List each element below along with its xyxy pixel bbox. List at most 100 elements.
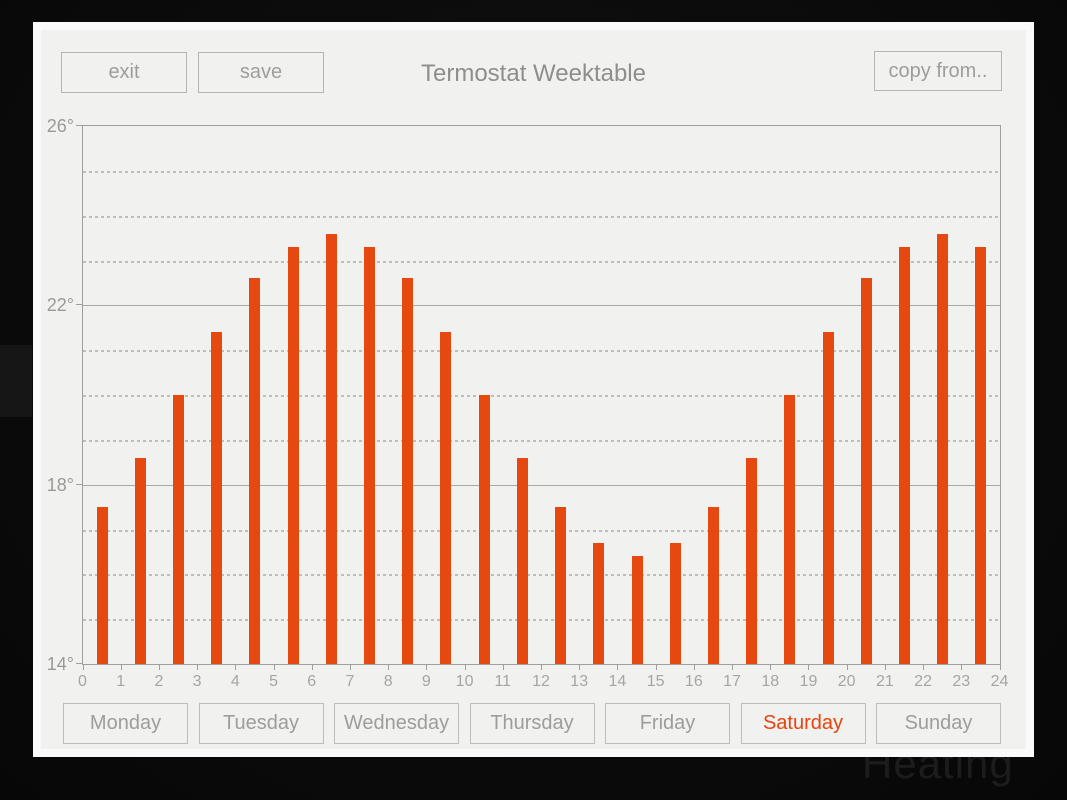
x-axis-label-5: 5: [269, 673, 278, 690]
x-axis-label-20: 20: [837, 673, 856, 690]
x-axis-label-8: 8: [383, 673, 393, 690]
x-axis-label-1: 1: [116, 673, 126, 690]
temperature-bar-hour-3[interactable]: [211, 332, 223, 664]
x-axis-tick-13: [579, 665, 581, 670]
x-axis-label-24: 24: [990, 673, 1009, 690]
x-axis-label-6: 6: [307, 673, 317, 690]
temperature-bar-hour-12[interactable]: [555, 507, 567, 664]
gridline-25deg: [83, 170, 1000, 173]
x-axis-label-17: 17: [723, 673, 741, 690]
gridline-21deg: [83, 350, 1000, 353]
temperature-bar-hour-21[interactable]: [898, 247, 910, 664]
x-axis-label-0: 0: [78, 673, 87, 690]
day-button-sunday[interactable]: Sunday: [876, 703, 1001, 744]
x-axis: 0 1 2 3 4 5 6 7 8 9 10 11 12 13 14 15 16 17 18 19 20 21 22 23 24: [78, 663, 1008, 697]
x-axis-tick-12: [541, 665, 542, 670]
gridline-19deg: [83, 439, 1000, 442]
x-axis-label-9: 9: [421, 673, 431, 690]
x-axis-tick-2: [158, 665, 160, 670]
copy-from-button[interactable]: copy from..: [874, 51, 1002, 91]
x-axis-tick-22: [923, 665, 925, 670]
x-axis-tick-16: [693, 665, 695, 670]
x-axis-tick-10: [464, 665, 466, 670]
day-row: Monday Tuesday Wednesday Thursday Friday Satu…: [63, 703, 1001, 744]
x-axis-tick-1: [120, 665, 122, 670]
temperature-bar-hour-8[interactable]: [402, 278, 414, 664]
day-button-thursday[interactable]: Thursday: [469, 703, 595, 744]
temperature-bar-hour-18[interactable]: [784, 395, 796, 664]
temperature-bar-hour-22[interactable]: [937, 233, 949, 664]
temperature-bar-hour-9[interactable]: [440, 332, 452, 664]
temperature-bar-hour-15[interactable]: [669, 542, 681, 664]
gridline-17deg: [83, 529, 1000, 532]
exit-button[interactable]: exit: [61, 52, 187, 93]
x-axis-tick-4: [235, 665, 237, 670]
temperature-bar-hour-16[interactable]: [707, 507, 719, 664]
x-axis-tick-21: [884, 665, 886, 670]
temperature-bar-hour-19[interactable]: [822, 332, 834, 664]
gridline-24deg: [83, 215, 1000, 218]
temperature-bar-hour-0[interactable]: [96, 507, 108, 664]
x-axis-tick-24: [999, 665, 1001, 670]
temperature-bar-hour-5[interactable]: [287, 247, 299, 664]
x-axis-label-4: 4: [230, 673, 240, 690]
x-axis-tick-9: [426, 665, 428, 670]
day-button-saturday[interactable]: Saturday: [740, 703, 866, 744]
x-axis-label-3: 3: [192, 673, 202, 690]
background-artifact: [0, 345, 32, 417]
temperature-bar-hour-2[interactable]: [173, 395, 185, 664]
x-axis-tick-23: [961, 665, 963, 670]
temperature-bar-hour-7[interactable]: [364, 247, 376, 664]
x-axis-label-7: 7: [345, 673, 355, 690]
x-axis-tick-18: [770, 665, 772, 670]
x-axis-label-16: 16: [684, 673, 703, 690]
temperature-bar-hour-20[interactable]: [860, 278, 872, 664]
x-axis-tick-11: [502, 665, 504, 670]
y-axis-label-26: 26°: [46, 116, 74, 136]
temperature-bar-hour-6[interactable]: [325, 233, 337, 664]
day-button-tuesday[interactable]: Tuesday: [198, 703, 324, 744]
x-axis-tick-20: [846, 665, 848, 670]
day-button-friday[interactable]: Friday: [605, 703, 730, 744]
y-axis-label-22: 22°: [46, 295, 74, 316]
temperature-bar-hour-10[interactable]: [478, 395, 490, 664]
temperature-bar-hour-13[interactable]: [593, 542, 605, 664]
temperature-bar-hour-23[interactable]: [975, 247, 987, 664]
y-axis-label-18: 18°: [46, 474, 74, 495]
gridline-22deg: [83, 305, 1000, 307]
x-axis-label-21: 21: [875, 673, 894, 690]
x-axis-label-11: 11: [494, 673, 512, 690]
gridline-20deg: [83, 395, 1000, 397]
x-axis-label-15: 15: [646, 673, 665, 690]
x-axis-label-22: 22: [914, 673, 932, 690]
x-axis-tick-19: [808, 665, 810, 670]
x-axis-label-14: 14: [608, 673, 627, 690]
x-axis-label-2: 2: [154, 673, 164, 690]
x-axis-label-19: 19: [799, 673, 818, 690]
x-axis-label-12: 12: [532, 673, 550, 690]
gridline-23deg: [83, 260, 1000, 263]
gridline-16deg: [83, 574, 1000, 577]
day-button-wednesday[interactable]: Wednesday: [334, 703, 459, 744]
x-axis-tick-5: [273, 665, 275, 670]
x-axis-tick-8: [388, 665, 390, 670]
x-axis-tick-15: [655, 665, 657, 670]
x-axis-tick-17: [732, 665, 734, 670]
temperature-bar-hour-4[interactable]: [249, 278, 261, 664]
temperature-bar-hour-17[interactable]: [746, 457, 758, 664]
x-axis-tick-6: [311, 665, 313, 670]
x-axis-tick-0: [82, 665, 84, 670]
temperature-bar-hour-1[interactable]: [134, 457, 146, 664]
x-axis-label-23: 23: [952, 673, 971, 690]
x-axis-tick-7: [349, 665, 351, 670]
temperature-bar-hour-14[interactable]: [631, 556, 643, 664]
x-axis-tick-3: [197, 665, 199, 670]
y-axis-tick-18: [76, 483, 82, 485]
save-button[interactable]: save: [198, 52, 324, 93]
temperature-bar-hour-11[interactable]: [516, 457, 528, 664]
x-axis-label-13: 13: [570, 673, 589, 690]
day-button-monday[interactable]: Monday: [63, 703, 188, 744]
y-axis-tick-14: [76, 663, 82, 664]
plot-area: [82, 125, 1001, 665]
thermostat-weektable-panel: exit save Termostat Weektable copy from.…: [33, 22, 1034, 757]
